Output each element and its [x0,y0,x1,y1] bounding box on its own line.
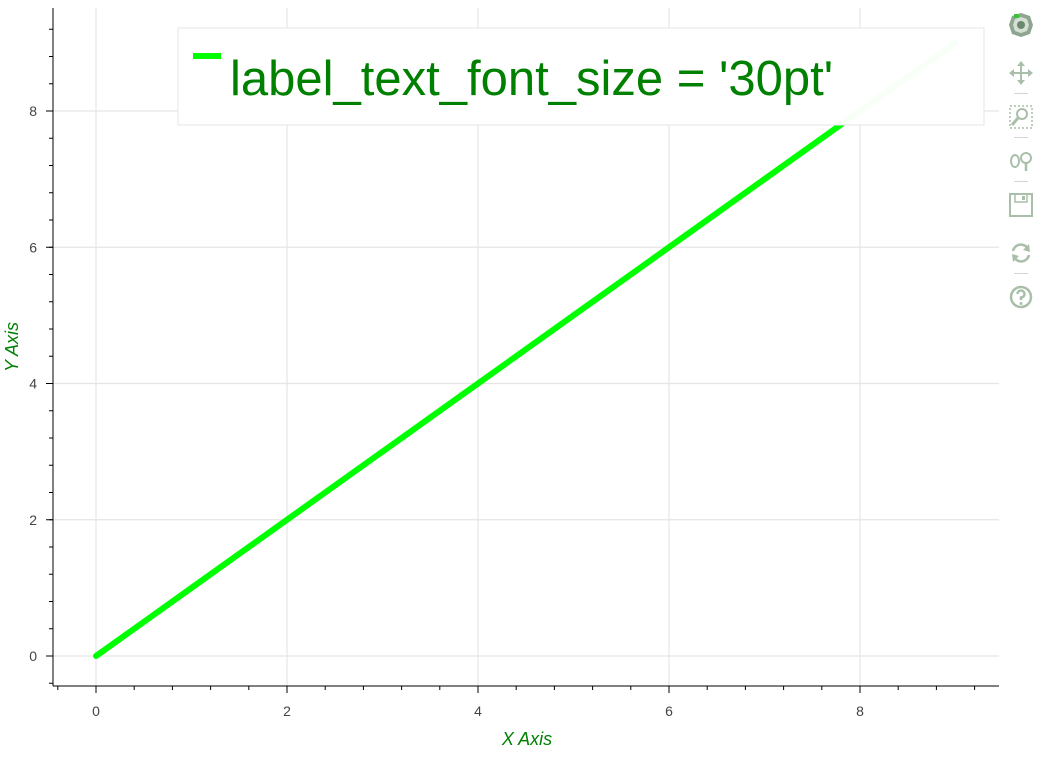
save-icon[interactable] [1006,190,1036,220]
series-lines [93,39,959,659]
x-tick-label: 4 [474,703,482,719]
legend: label_text_font_size = '30pt' [177,27,985,126]
x-tick-label: 6 [665,703,673,719]
series-line [93,39,959,659]
wheel-zoom-icon[interactable] [1006,146,1036,176]
bokeh-logo-icon[interactable] [1006,10,1036,40]
legend-label: label_text_font_size = '30pt' [230,52,833,106]
y-tick-label: 4 [29,376,37,392]
toolbar-separator [1014,181,1028,182]
reset-icon[interactable] [1006,238,1036,268]
y-tick-label: 6 [29,239,37,255]
y-tick-label: 0 [29,648,37,664]
toolbar [1004,10,1038,330]
legend-box [177,27,985,126]
x-axis-title: X Axis [501,729,552,749]
help-icon[interactable] [1006,282,1036,312]
y-tick-label: 2 [29,512,37,528]
x-tick-label: 8 [856,703,864,719]
box-zoom-icon[interactable] [1006,102,1036,132]
pan-icon[interactable] [1006,58,1036,88]
x-tick-label: 0 [92,703,100,719]
toolbar-separator [1014,137,1028,138]
toolbar-separator [1014,93,1028,94]
y-tick-label: 8 [29,103,37,119]
toolbar-separator [1014,273,1028,274]
y-axis-title: Y Axis [2,322,22,372]
x-tick-label: 2 [283,703,291,719]
axis-ticks: 0 2 4 6 8 0 2 4 6 8 [29,28,976,719]
